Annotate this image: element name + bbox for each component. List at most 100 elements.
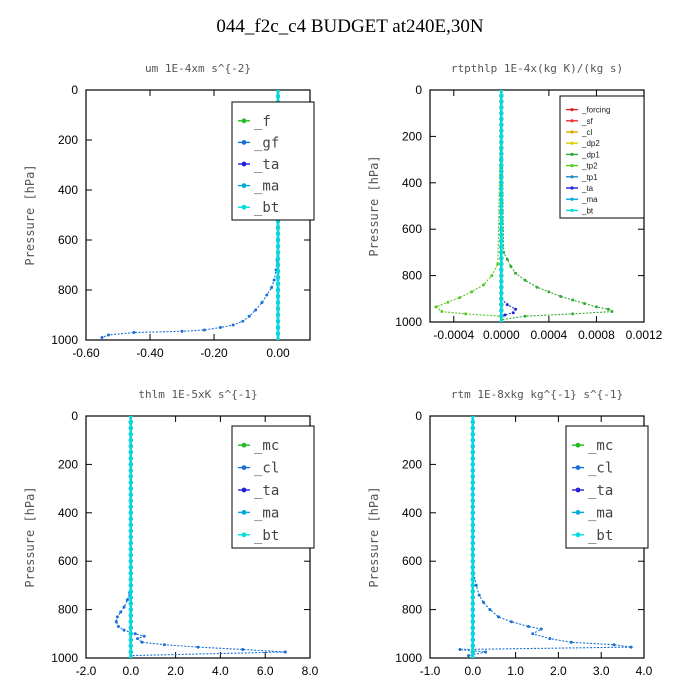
data-point bbox=[499, 273, 504, 278]
data-point bbox=[470, 643, 475, 648]
data-point bbox=[270, 286, 274, 289]
x-tick-label: 0.0 bbox=[464, 664, 481, 678]
data-point bbox=[470, 559, 475, 564]
data-point bbox=[136, 637, 140, 641]
data-point bbox=[509, 620, 513, 624]
data-point bbox=[275, 319, 280, 324]
series-line-gf bbox=[101, 90, 279, 339]
data-point bbox=[128, 595, 133, 600]
data-point bbox=[275, 94, 280, 99]
data-point bbox=[128, 492, 133, 497]
data-point bbox=[470, 432, 475, 437]
x-tick-label: 0.0004 bbox=[531, 328, 568, 342]
data-point bbox=[499, 151, 504, 156]
data-point bbox=[128, 468, 133, 473]
data-point bbox=[499, 169, 504, 174]
data-point bbox=[470, 450, 475, 455]
x-tick-label: 0.0008 bbox=[578, 328, 615, 342]
data-point bbox=[115, 615, 119, 619]
data-point bbox=[275, 287, 280, 292]
data-point bbox=[499, 128, 504, 133]
data-point bbox=[470, 656, 475, 658]
data-point bbox=[434, 305, 438, 309]
data-point bbox=[467, 654, 471, 658]
legend-marker bbox=[241, 487, 247, 493]
legend-marker bbox=[570, 186, 574, 190]
legend-marker bbox=[241, 140, 247, 145]
data-point bbox=[470, 290, 474, 294]
data-point bbox=[470, 528, 475, 533]
data-point bbox=[128, 649, 133, 654]
data-point bbox=[122, 628, 126, 632]
data-point bbox=[458, 648, 462, 652]
data-point bbox=[470, 589, 475, 594]
data-point bbox=[128, 643, 133, 648]
data-point bbox=[559, 294, 563, 298]
legend-label: _cl bbox=[588, 461, 613, 477]
data-point bbox=[499, 140, 504, 145]
data-point bbox=[272, 278, 276, 282]
data-point bbox=[606, 307, 610, 311]
y-tick-label: 400 bbox=[402, 506, 422, 520]
data-point bbox=[612, 643, 616, 647]
data-point bbox=[128, 553, 133, 558]
data-point bbox=[128, 504, 133, 509]
data-point bbox=[132, 331, 136, 334]
y-tick-label: 200 bbox=[402, 457, 422, 471]
panel-4: rtm 1E-8xkg kg^{-1} s^{-1} Pressure [hPa]… bbox=[367, 388, 653, 678]
data-point bbox=[142, 634, 146, 638]
data-point bbox=[180, 329, 184, 333]
legend-marker bbox=[575, 510, 581, 515]
data-point bbox=[275, 281, 280, 286]
data-point bbox=[531, 632, 535, 636]
data-point bbox=[511, 311, 515, 315]
data-point bbox=[128, 498, 133, 503]
legend-marker bbox=[570, 108, 574, 112]
y-tick-label: 800 bbox=[58, 283, 78, 297]
legend-label: _bt bbox=[254, 200, 279, 216]
legend: _forcing _sf _cl _dp2 _dp1 _tp2 _tp1 _ta _ma _bt bbox=[559, 95, 645, 219]
data-point bbox=[470, 438, 475, 443]
data-point bbox=[499, 186, 504, 191]
y-tick-label: 200 bbox=[402, 129, 422, 143]
data-point bbox=[128, 420, 133, 425]
x-tick-label: -1.0 bbox=[420, 664, 441, 678]
data-point bbox=[133, 632, 137, 636]
legend-label: _forcing bbox=[581, 106, 610, 115]
data-point bbox=[128, 450, 133, 455]
data-point bbox=[496, 262, 500, 266]
data-point bbox=[275, 237, 280, 242]
data-point bbox=[499, 105, 504, 110]
data-point bbox=[594, 305, 598, 309]
legend-label: _mc bbox=[254, 438, 279, 454]
data-point bbox=[499, 117, 504, 122]
legend-label: _f bbox=[254, 114, 271, 130]
data-point bbox=[231, 323, 235, 327]
data-point bbox=[470, 541, 475, 546]
data-point bbox=[496, 615, 500, 619]
data-point bbox=[499, 250, 504, 255]
data-point bbox=[128, 613, 133, 618]
data-point bbox=[446, 300, 450, 304]
legend-label: _ma bbox=[254, 505, 279, 521]
data-point bbox=[275, 269, 280, 274]
data-point bbox=[128, 565, 133, 570]
data-point bbox=[128, 426, 133, 431]
data-point bbox=[128, 541, 133, 546]
data-point bbox=[275, 331, 280, 336]
y-tick-label: 800 bbox=[402, 603, 422, 617]
data-point bbox=[539, 627, 543, 631]
data-point bbox=[499, 244, 504, 249]
data-point bbox=[128, 462, 133, 467]
legend: _f _gf _ta _ma _bt bbox=[231, 101, 315, 221]
figure-title: 044_f2c_c4 BUDGET at240E,30N bbox=[216, 16, 484, 37]
data-point bbox=[505, 303, 509, 307]
legend-marker bbox=[575, 442, 581, 448]
y-tick-label: 600 bbox=[58, 554, 78, 568]
y-axis-label: Pressure [hPa] bbox=[367, 155, 381, 256]
data-point bbox=[523, 314, 527, 318]
y-tick-label: 800 bbox=[58, 603, 78, 617]
data-point bbox=[499, 111, 504, 116]
data-point bbox=[196, 645, 200, 649]
data-point bbox=[470, 426, 475, 431]
